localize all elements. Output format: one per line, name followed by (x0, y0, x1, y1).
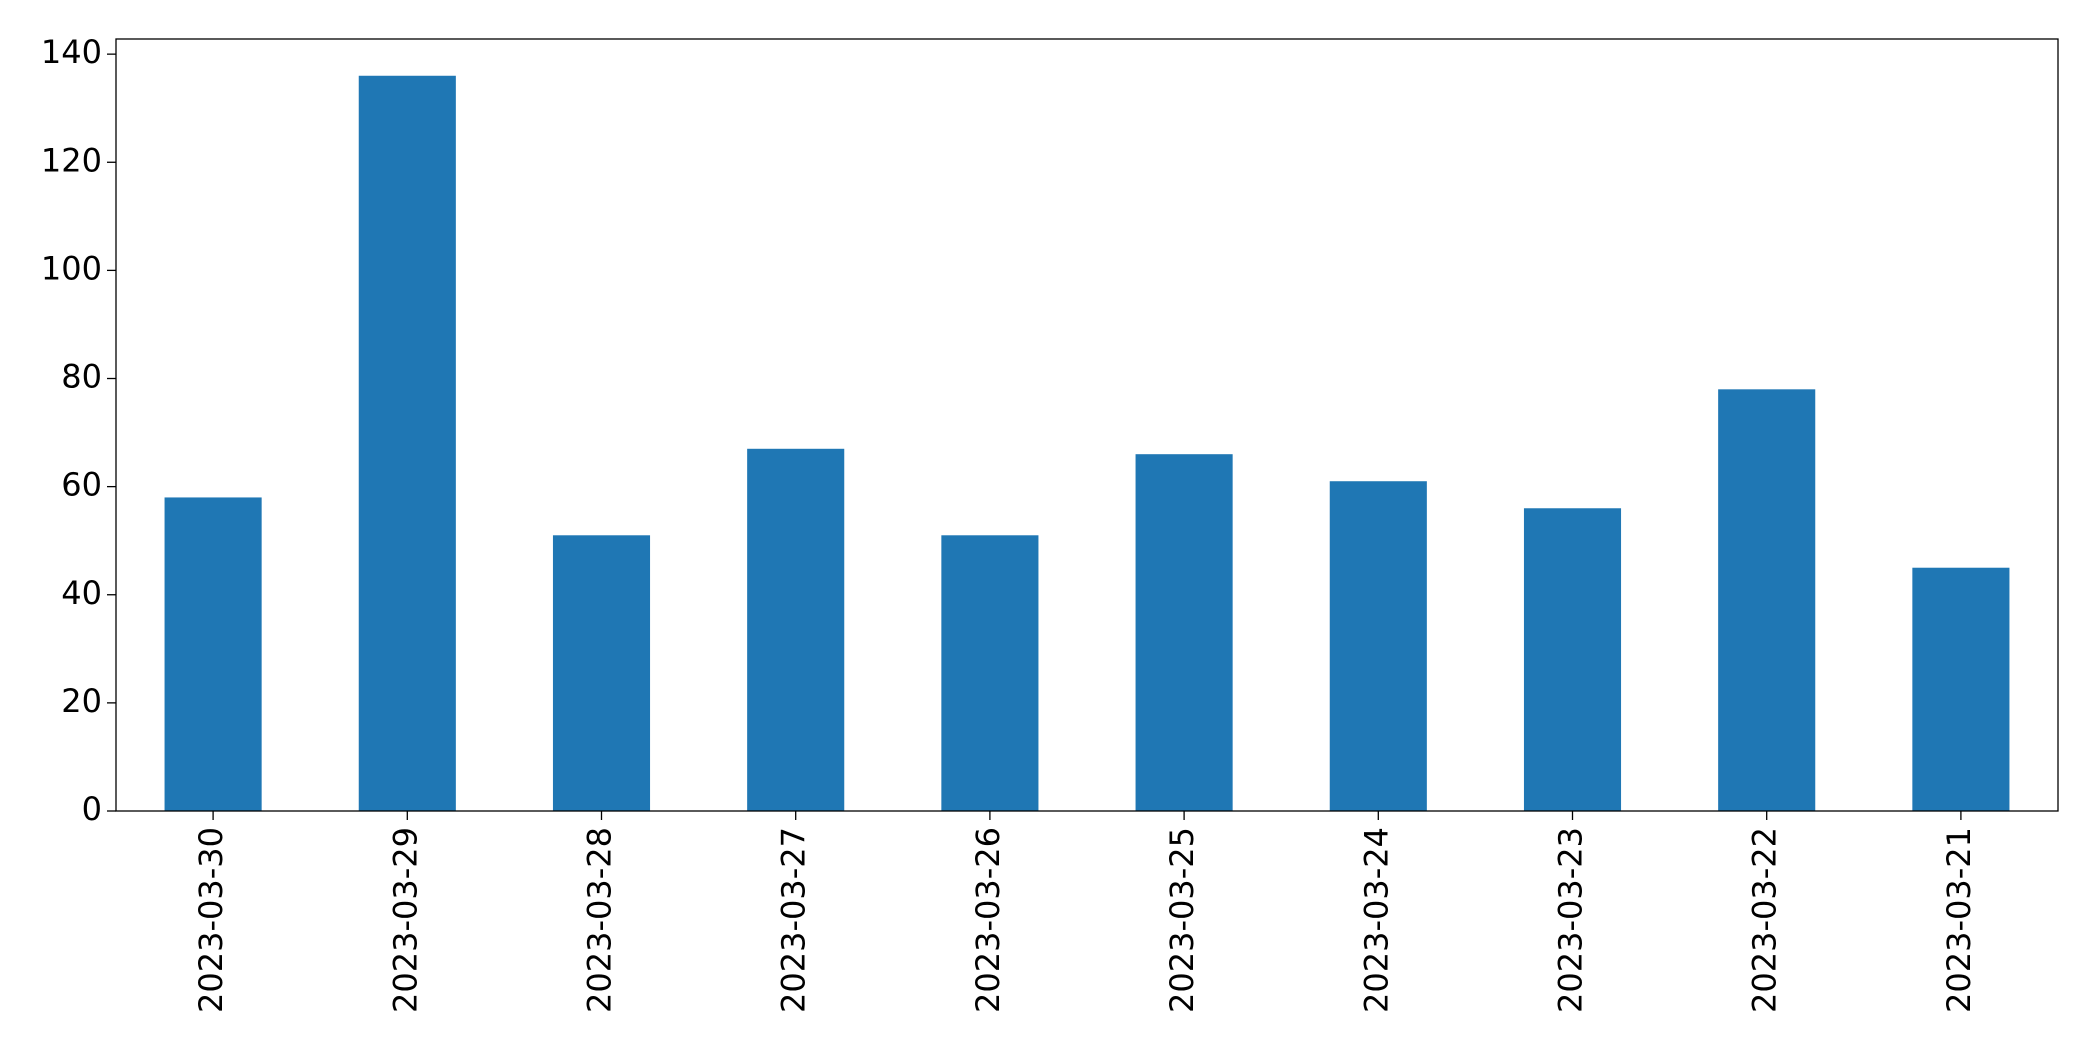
y-tick-label: 80 (61, 358, 102, 396)
bar (1912, 567, 2010, 811)
x-tick-label: 2023-03-29 (386, 827, 424, 1013)
bar (1135, 454, 1233, 811)
plot-frame (115, 38, 2059, 812)
y-tick-label: 20 (61, 682, 102, 720)
x-tick-label: 2023-03-23 (1552, 827, 1590, 1013)
x-tick-label: 2023-03-21 (1940, 827, 1978, 1013)
y-tick-label: 100 (41, 249, 102, 287)
x-tick-label: 2023-03-27 (775, 827, 813, 1013)
x-tick-label: 2023-03-22 (1746, 827, 1784, 1013)
x-tick-label: 2023-03-28 (581, 827, 619, 1013)
bar (1329, 481, 1427, 811)
bar (358, 75, 456, 811)
y-tick-label: 120 (41, 141, 102, 179)
x-tick-label: 2023-03-26 (969, 827, 1007, 1013)
y-tick-label: 60 (61, 466, 102, 504)
bar (552, 535, 651, 811)
y-tick-label: 0 (82, 790, 102, 828)
bar (1718, 389, 1816, 811)
bar (747, 448, 845, 811)
y-tick-label: 40 (61, 574, 102, 612)
bar (941, 535, 1039, 811)
bar (1523, 508, 1622, 811)
bar (164, 497, 262, 811)
y-tick-label: 140 (41, 33, 102, 71)
x-tick-label: 2023-03-24 (1357, 827, 1395, 1013)
x-tick-label: 2023-03-25 (1163, 827, 1201, 1013)
x-tick-label: 2023-03-30 (192, 827, 230, 1013)
